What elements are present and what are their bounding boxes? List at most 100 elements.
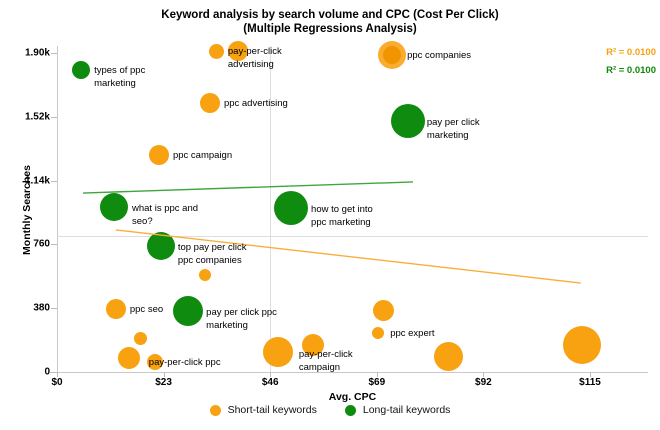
r2-annotation-short-tail: R² = 0.0100 [606, 47, 656, 58]
x-tick-label: $23 [155, 377, 172, 388]
y-tick-mark [51, 180, 57, 182]
bubble-label-line: marketing [426, 129, 469, 141]
bubble-label-line: top pay per click [177, 242, 247, 254]
bubble-label-types-of-ppc-marketing: types of ppc marketing [94, 64, 145, 90]
bubble-label-line: seo? [132, 215, 153, 227]
bubble-pay-per-click-ppc[interactable] [146, 353, 163, 370]
y-tick-mark [51, 116, 57, 118]
bubble-label-pay-per-click-marketing: pay per click marketing [427, 116, 480, 142]
r2-annotation-long-tail: R² = 0.0100 [606, 65, 656, 76]
bubble-ppc-advertising[interactable] [199, 93, 220, 114]
x-tick-mark [163, 372, 165, 377]
y-tick-label: 0 [44, 366, 50, 378]
bubble-unlabeled[interactable] [373, 299, 395, 321]
bubble-label-line: pay-per-click [227, 46, 282, 58]
bubble-label-ppc-campaign: ppc campaign [173, 149, 232, 162]
bubble-label-line: what is ppc and [132, 202, 199, 214]
bubble-label-line: pay-per-click ppc [148, 356, 221, 368]
bubble-label-pay-per-click-advertising: pay-per-click advertising [228, 45, 282, 71]
bubble-label-pay-per-click-ppc: pay-per-click ppc [149, 356, 221, 369]
vertical-gridline [270, 46, 271, 372]
bubble-label-what-is-ppc-and-seo: what is ppc and seo? [132, 202, 198, 228]
trendline-long-tail-keywords [82, 181, 413, 194]
x-axis-title: Avg. CPC [328, 391, 377, 403]
bubble-label-ppc-advertising: ppc advertising [224, 97, 288, 110]
bubble-label-top-pay-per-click-ppc-companies: top pay per click ppc companies [178, 241, 247, 267]
bubble-unlabeled[interactable] [563, 325, 602, 364]
bubble-ppc-companies[interactable] [378, 40, 407, 69]
legend-label-long-tail: Long-tail keywords [362, 404, 451, 416]
bubble-label-line: ppc marketing [311, 216, 371, 228]
bubble-label-line: marketing [206, 320, 248, 332]
bubble-label-ppc-seo: ppc seo [130, 303, 163, 316]
short-tail-swatch-icon [209, 404, 221, 416]
bubble-pay-per-click-ppc-marketing[interactable] [173, 296, 204, 327]
bubble-label-line: ppc advertising [223, 98, 288, 110]
chart-subtitle: (Multiple Regressions Analysis) [243, 23, 417, 35]
r2-annotations: R² = 0.0100 R² = 0.0100 [606, 44, 656, 80]
bubble-inner-circle [383, 45, 402, 64]
legend: Short-tail keywords Long-tail keywords [0, 404, 660, 416]
bubble-pay-per-click-advertising[interactable] [209, 43, 225, 59]
legend-label-short-tail: Short-tail keywords [227, 404, 317, 416]
bubble-label-line: pay per click ppc [206, 307, 277, 319]
legend-item-short-tail[interactable]: Short-tail keywords [209, 404, 317, 416]
chart-title: Keyword analysis by search volume and CP… [161, 9, 499, 21]
bubble-unlabeled[interactable] [263, 337, 294, 368]
y-tick-mark [51, 308, 57, 310]
bubble-label-line: campaign [298, 361, 341, 373]
y-tick-label: 380 [33, 302, 50, 314]
bubble-pay-per-click-campaign[interactable] [301, 333, 324, 356]
bubble-pay-per-click-marketing[interactable] [390, 103, 425, 138]
x-tick-label: $92 [475, 377, 492, 388]
bubble-label-line: ppc expert [390, 328, 435, 340]
y-tick-mark [51, 372, 57, 373]
bubble-top-pay-per-click-ppc-companies[interactable] [146, 232, 175, 261]
y-tick-label: 1.52k [24, 111, 50, 123]
bubble-unlabeled[interactable] [228, 41, 249, 62]
horizontal-gridline [57, 236, 648, 237]
bubble-label-line: marketing [94, 77, 136, 89]
bubble-label-line: types of ppc [94, 64, 146, 76]
bubble-unlabeled[interactable] [433, 341, 463, 371]
y-tick-mark [51, 244, 57, 246]
bubble-how-to-get-into-ppc-marketing[interactable] [274, 190, 309, 225]
x-tick-mark [57, 372, 58, 377]
y-tick-label: 1.14k [24, 175, 50, 187]
x-axis-line [50, 372, 648, 373]
y-axis-line [57, 46, 58, 372]
bubble-label-line: pay-per-click [298, 348, 353, 360]
chart-title-block: Keyword analysis by search volume and CP… [0, 8, 660, 36]
y-tick-mark [51, 53, 57, 54]
x-tick-label: $0 [51, 377, 63, 388]
long-tail-swatch-icon [344, 404, 356, 416]
bubble-ppc-seo[interactable] [105, 299, 126, 320]
bubble-label-line: ppc campaign [172, 150, 233, 162]
bubble-label-line: how to get into [311, 203, 373, 215]
x-tick-mark [590, 372, 591, 377]
x-tick-mark [483, 372, 485, 377]
bubble-label-ppc-expert: ppc expert [390, 327, 434, 340]
bubble-what-is-ppc-and-seo[interactable] [100, 192, 128, 221]
bubble-label-line: ppc seo [129, 304, 164, 316]
bubble-unlabeled[interactable] [117, 347, 140, 370]
bubble-unlabeled[interactable] [198, 268, 211, 281]
bubble-label-pay-per-click-campaign: pay-per-click campaign [299, 348, 353, 374]
x-tick-label: $46 [261, 377, 279, 388]
x-tick-label: $69 [368, 377, 386, 388]
bubble-types-of-ppc-marketing[interactable] [72, 60, 91, 79]
legend-item-long-tail[interactable]: Long-tail keywords [344, 404, 451, 416]
bubble-ppc-expert[interactable] [372, 327, 385, 340]
bubble-unlabeled[interactable] [134, 332, 148, 346]
bubble-ppc-campaign[interactable] [148, 145, 169, 166]
bubble-label-line: ppc companies [177, 255, 242, 267]
bubble-label-line: ppc companies [407, 49, 471, 61]
y-tick-label: 760 [33, 238, 50, 250]
x-tick-label: $115 [579, 377, 601, 388]
y-axis-title: Monthly Searches [21, 165, 33, 255]
bubble-label-pay-per-click-ppc-marketing: pay per click ppc marketing [206, 306, 277, 332]
bubble-label-how-to-get-into-ppc-marketing: how to get into ppc marketing [311, 203, 373, 229]
bubble-label-ppc-companies: ppc companies [407, 49, 471, 62]
bubble-label-line: advertising [227, 59, 274, 71]
